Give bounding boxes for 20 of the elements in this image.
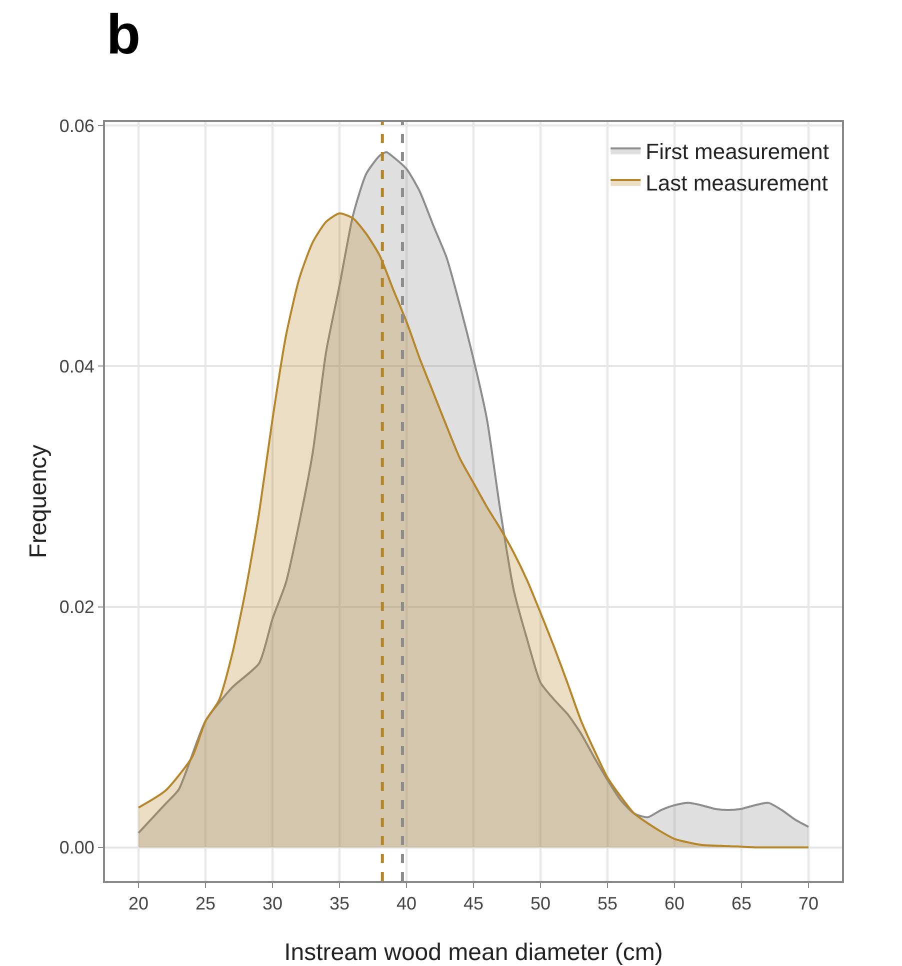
x-tick-label: 45 xyxy=(463,894,484,914)
legend-label: Last measurement xyxy=(646,170,828,196)
x-tick-label: 70 xyxy=(798,894,819,914)
legend-label: First measurement xyxy=(646,138,830,164)
y-tick-label: 0.02 xyxy=(59,597,94,618)
y-tick-label: 0.00 xyxy=(59,838,94,858)
x-tick-label: 40 xyxy=(396,894,417,914)
x-tick-label: 25 xyxy=(195,894,216,914)
y-tick-label: 0.04 xyxy=(59,356,94,376)
chart-title: b xyxy=(106,2,141,66)
x-tick-label: 35 xyxy=(329,894,350,914)
x-tick-label: 50 xyxy=(530,894,551,914)
x-tick-label: 55 xyxy=(597,894,618,914)
x-tick-label: 65 xyxy=(731,894,752,914)
x-tick-label: 20 xyxy=(128,894,149,914)
x-tick-label: 30 xyxy=(262,894,283,914)
x-tick-label: 60 xyxy=(664,894,685,914)
x-axis-title: Instream wood mean diameter (cm) xyxy=(284,939,663,966)
y-tick-label: 0.06 xyxy=(59,116,94,136)
y-axis-title: Frequency xyxy=(25,444,52,558)
